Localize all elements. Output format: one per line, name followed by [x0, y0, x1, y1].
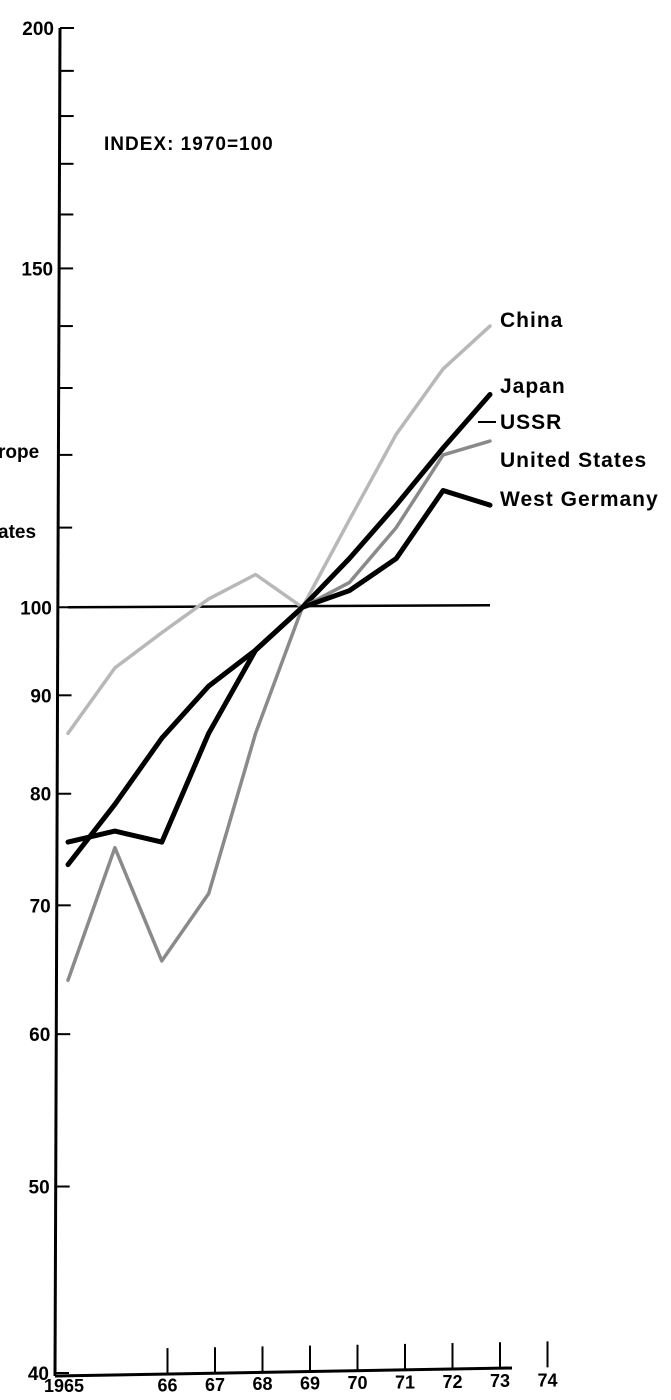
legend-label-japan: Japan [500, 375, 566, 398]
y-tick-label: 100 [20, 598, 52, 619]
x-tick-label: 66 [157, 1375, 177, 1395]
index-annotation: INDEX: 1970=100 [104, 134, 274, 155]
cutoff-label: ates [0, 522, 36, 543]
legend-label-united-states: United States [500, 449, 647, 472]
x-tick-label: 68 [252, 1374, 272, 1394]
cutoff-label: rope [0, 442, 39, 463]
series-line-ussr [66, 439, 492, 982]
y-axis-line [53, 27, 62, 1377]
series-line-west-germany [65, 488, 493, 845]
y-tick-label: 200 [22, 19, 54, 40]
y-tick-label: 150 [21, 259, 53, 280]
legend-label-ussr: USSR [500, 411, 562, 434]
y-tick-label: 90 [30, 686, 51, 707]
x-tick-label: 1965 [44, 1376, 84, 1395]
x-tick-label: 74 [537, 1371, 557, 1391]
y-tick-label: 40 [28, 1364, 49, 1385]
x-tick-label: 67 [205, 1375, 225, 1395]
x-tick-label: 70 [347, 1373, 367, 1393]
y-tick-label: 60 [29, 1025, 50, 1046]
series-line-china [66, 324, 492, 736]
x-tick-label: 71 [395, 1372, 415, 1392]
x-tick-label: 69 [300, 1374, 320, 1394]
y-tick-label: 50 [29, 1178, 50, 1199]
x-tick-label: 72 [442, 1372, 462, 1392]
legend-label-west-germany: West Germany [500, 488, 659, 511]
y-tick-label: 70 [30, 896, 51, 917]
x-axis-line [54, 1366, 513, 1378]
y-tick-label: 80 [30, 785, 51, 806]
reference-line-100 [67, 604, 491, 609]
x-tick-label: 73 [490, 1371, 510, 1391]
legend-label-china: China [500, 309, 563, 332]
